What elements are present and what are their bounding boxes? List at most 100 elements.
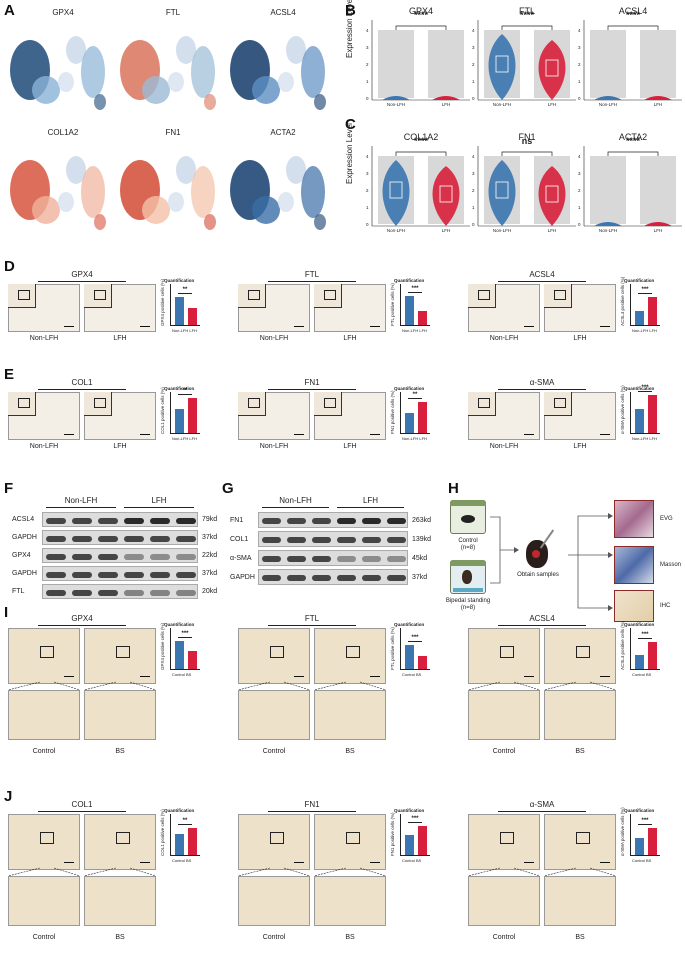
scale-bar — [64, 326, 74, 328]
ihc-inset — [544, 284, 572, 308]
scale-bar — [370, 676, 380, 678]
group-label: BS — [345, 748, 355, 755]
sig-marker: **** — [413, 136, 429, 146]
blot-band — [262, 518, 281, 524]
marker-underline — [498, 281, 586, 282]
umap-plot — [120, 36, 216, 110]
umap-cluster — [94, 214, 106, 230]
blot-row-label: GAPDH — [230, 573, 255, 581]
quant-y-label: FN1 positive cells (%) — [390, 390, 395, 434]
violin-gene-title: FN1 — [518, 132, 536, 142]
y-tick: 1 — [366, 205, 369, 210]
umap-gene-title: FN1 — [165, 128, 181, 137]
quant-axes — [170, 284, 200, 326]
blot-band — [312, 537, 331, 543]
quant-x-ticks: Control BS — [172, 858, 192, 863]
panel-label-f: F — [4, 480, 14, 497]
violin-non-lfh — [382, 96, 410, 100]
umap-cluster — [204, 214, 216, 230]
marker-underline — [38, 281, 126, 282]
bar-control — [405, 295, 414, 325]
blot-size: 22kd — [202, 552, 218, 559]
blot-band — [337, 556, 356, 562]
ihc-inset — [468, 284, 496, 308]
blot-row-label: GAPDH — [12, 570, 37, 577]
boxplot — [545, 59, 559, 77]
ihc-inset — [8, 284, 36, 308]
zoom-connector — [467, 867, 541, 877]
umap-cluster — [142, 196, 170, 224]
ihc-inset — [314, 284, 342, 308]
blot-row-label: COL1 — [230, 535, 249, 543]
bar-treated — [418, 825, 427, 855]
quant-y-label: α-SMA positive cells (%) — [620, 807, 625, 856]
blot-band — [124, 553, 144, 560]
ihc-image — [84, 628, 156, 684]
scale-bar — [370, 434, 380, 436]
violin-gene-title: GPX4 — [408, 6, 434, 16]
violin-plot — [477, 146, 576, 227]
scale-bar — [294, 326, 304, 328]
zoom-line — [237, 867, 271, 877]
ihc-label: IHC — [660, 603, 671, 609]
violin-lfh — [644, 96, 672, 100]
ihc-image — [8, 628, 80, 684]
sig-marker: *** — [411, 285, 419, 292]
zoom-box — [94, 398, 106, 408]
scale-bar — [140, 434, 150, 436]
umap-cluster — [314, 214, 326, 230]
ihc-zoom-image — [8, 690, 80, 740]
zoom-line — [53, 867, 81, 877]
evg-label: EVG — [660, 516, 673, 522]
bar-control — [635, 655, 644, 669]
umap-cluster — [81, 46, 105, 98]
marker-underline — [268, 625, 356, 626]
scale-bar — [140, 862, 150, 864]
zoom-line — [359, 867, 387, 877]
quant-title: Quantification — [164, 622, 195, 627]
ihc-zoom-image — [314, 876, 386, 926]
blot-row-label: FTL — [12, 588, 25, 595]
zoom-box — [270, 646, 284, 658]
bar-control — [175, 408, 184, 433]
umap-cluster — [176, 156, 196, 184]
blot-band — [362, 556, 381, 562]
panel-label-b: B — [345, 2, 356, 19]
blot-band — [312, 575, 331, 581]
blot-band — [287, 556, 306, 562]
bar-control — [635, 311, 644, 325]
blot-band — [124, 517, 144, 524]
quant-y-label: GPX4 positive cells (%) — [160, 622, 165, 670]
zoom-box — [346, 832, 360, 844]
sig-bracket — [408, 291, 422, 293]
ihc-inset — [468, 392, 496, 416]
bar-treated — [188, 398, 197, 433]
zoom-line — [283, 867, 311, 877]
scalpel-icon — [539, 529, 555, 549]
blot-band — [176, 535, 196, 542]
zoom-box — [554, 398, 566, 408]
boxplot — [439, 185, 453, 203]
blot-band — [124, 589, 144, 596]
blot-band — [337, 537, 356, 543]
jitter-points — [428, 30, 464, 98]
bar-control — [175, 641, 184, 669]
jitter-points — [590, 30, 626, 98]
zoom-line — [283, 681, 311, 691]
blot-strip — [42, 530, 198, 545]
quant-title: Quantification — [624, 808, 655, 813]
group-label: Non-LFH — [489, 443, 519, 450]
y-tick: 0 — [578, 96, 581, 101]
group-label: Non-LFH — [64, 496, 98, 505]
quant-axes — [170, 814, 200, 856]
zoom-line — [129, 867, 157, 877]
marker-title: ACSL4 — [529, 614, 555, 623]
bracket-arrow — [490, 516, 519, 584]
violin-plot — [371, 20, 470, 101]
quant-x-ticks: Control BS — [172, 672, 192, 677]
blot-row-label: GPX4 — [12, 552, 31, 559]
ihc-image — [238, 814, 310, 870]
blot-size: 37kd — [202, 570, 218, 577]
scale-bar — [600, 676, 610, 678]
group-label: BS — [345, 934, 355, 941]
